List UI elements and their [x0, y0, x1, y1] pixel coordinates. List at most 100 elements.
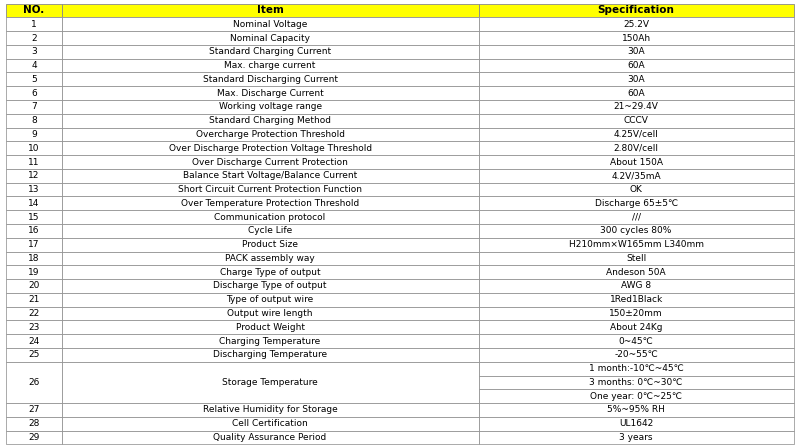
- Text: 12: 12: [28, 171, 40, 180]
- Bar: [478, 4, 794, 17]
- Text: Quality Assurance Period: Quality Assurance Period: [214, 433, 326, 442]
- Text: 8: 8: [31, 116, 37, 125]
- Text: 1 month:-10℃~45℃: 1 month:-10℃~45℃: [589, 364, 683, 373]
- Bar: [62, 293, 478, 307]
- Text: Charge Type of output: Charge Type of output: [220, 268, 321, 277]
- Text: 4: 4: [31, 61, 37, 70]
- Text: CCCV: CCCV: [624, 116, 649, 125]
- Bar: [62, 183, 478, 197]
- Bar: [6, 45, 62, 59]
- Bar: [478, 128, 794, 142]
- Bar: [6, 114, 62, 128]
- Bar: [6, 252, 62, 265]
- Text: Working voltage range: Working voltage range: [218, 103, 322, 112]
- Bar: [62, 73, 478, 86]
- Text: Overcharge Protection Threshold: Overcharge Protection Threshold: [196, 130, 345, 139]
- Text: 30A: 30A: [627, 75, 645, 84]
- Text: 1Red1Black: 1Red1Black: [610, 295, 662, 304]
- Bar: [62, 169, 478, 183]
- Text: 15: 15: [28, 213, 40, 222]
- Text: 11: 11: [28, 158, 40, 167]
- Bar: [62, 238, 478, 252]
- Text: Output wire length: Output wire length: [227, 309, 313, 318]
- Bar: [62, 279, 478, 293]
- Bar: [62, 417, 478, 431]
- Bar: [6, 238, 62, 252]
- Text: 5: 5: [31, 75, 37, 84]
- Text: Communication protocol: Communication protocol: [214, 213, 326, 222]
- Bar: [62, 224, 478, 238]
- Text: 30A: 30A: [627, 47, 645, 56]
- Text: AWG 8: AWG 8: [621, 281, 651, 290]
- Bar: [478, 100, 794, 114]
- Text: 16: 16: [28, 226, 40, 235]
- Text: 300 cycles 80%: 300 cycles 80%: [601, 226, 672, 235]
- Bar: [6, 17, 62, 31]
- Bar: [62, 128, 478, 142]
- Bar: [6, 31, 62, 45]
- Text: 4.25V/cell: 4.25V/cell: [614, 130, 658, 139]
- Bar: [62, 307, 478, 320]
- Text: 7: 7: [31, 103, 37, 112]
- Bar: [478, 86, 794, 100]
- Bar: [478, 307, 794, 320]
- Text: Balance Start Voltage/Balance Current: Balance Start Voltage/Balance Current: [183, 171, 358, 180]
- Bar: [62, 362, 478, 403]
- Text: 24: 24: [28, 336, 39, 345]
- Bar: [6, 197, 62, 210]
- Text: Over Temperature Protection Threshold: Over Temperature Protection Threshold: [181, 199, 359, 208]
- Bar: [62, 45, 478, 59]
- Text: Storage Temperature: Storage Temperature: [222, 378, 318, 387]
- Bar: [6, 183, 62, 197]
- Bar: [6, 320, 62, 334]
- Bar: [62, 17, 478, 31]
- Bar: [6, 307, 62, 320]
- Text: 2.80V/cell: 2.80V/cell: [614, 144, 658, 153]
- Bar: [478, 320, 794, 334]
- Bar: [6, 128, 62, 142]
- Text: 18: 18: [28, 254, 40, 263]
- Text: Max. charge current: Max. charge current: [225, 61, 316, 70]
- Bar: [478, 45, 794, 59]
- Bar: [6, 155, 62, 169]
- Bar: [478, 155, 794, 169]
- Text: Type of output wire: Type of output wire: [226, 295, 314, 304]
- Text: -20~55℃: -20~55℃: [614, 350, 658, 359]
- Text: Cell Certification: Cell Certification: [232, 419, 308, 428]
- Bar: [478, 375, 794, 389]
- Bar: [62, 320, 478, 334]
- Text: About 24Kg: About 24Kg: [610, 323, 662, 332]
- Text: 5%~95% RH: 5%~95% RH: [607, 405, 665, 414]
- Bar: [62, 100, 478, 114]
- Text: Max. Discharge Current: Max. Discharge Current: [217, 89, 323, 98]
- Bar: [478, 293, 794, 307]
- Text: 60A: 60A: [627, 61, 645, 70]
- Text: OK: OK: [630, 185, 642, 194]
- Bar: [62, 142, 478, 155]
- Bar: [62, 334, 478, 348]
- Text: PACK assembly way: PACK assembly way: [226, 254, 315, 263]
- Text: 27: 27: [28, 405, 40, 414]
- Bar: [6, 59, 62, 73]
- Text: Item: Item: [257, 5, 283, 16]
- Bar: [62, 59, 478, 73]
- Bar: [478, 59, 794, 73]
- Bar: [6, 348, 62, 362]
- Bar: [478, 252, 794, 265]
- Bar: [6, 265, 62, 279]
- Text: Product Size: Product Size: [242, 240, 298, 249]
- Text: 21~29.4V: 21~29.4V: [614, 103, 658, 112]
- Bar: [62, 265, 478, 279]
- Text: ///: ///: [632, 213, 641, 222]
- Text: Andeson 50A: Andeson 50A: [606, 268, 666, 277]
- Text: One year: 0℃~25℃: One year: 0℃~25℃: [590, 392, 682, 401]
- Text: About 150A: About 150A: [610, 158, 662, 167]
- Bar: [478, 265, 794, 279]
- Text: 1: 1: [31, 20, 37, 29]
- Text: Standard Discharging Current: Standard Discharging Current: [202, 75, 338, 84]
- Text: 150Ah: 150Ah: [622, 34, 650, 43]
- Text: Discharge Type of output: Discharge Type of output: [214, 281, 327, 290]
- Text: 25: 25: [28, 350, 40, 359]
- Text: Product Weight: Product Weight: [236, 323, 305, 332]
- Bar: [6, 431, 62, 444]
